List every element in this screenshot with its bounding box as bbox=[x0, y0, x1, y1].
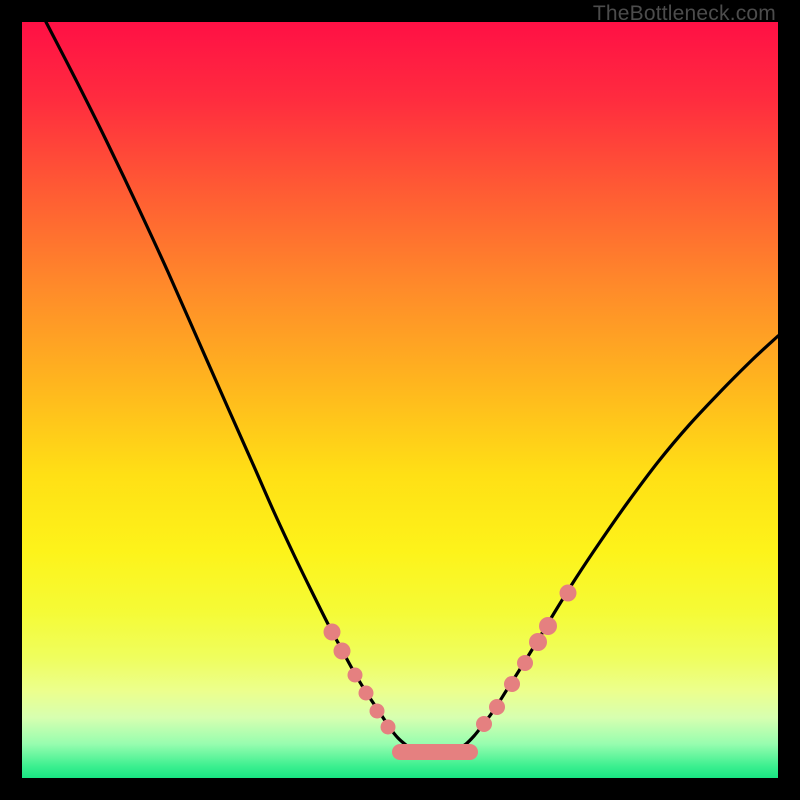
marker-point bbox=[334, 643, 351, 660]
marker-point bbox=[539, 617, 557, 635]
marker-point bbox=[560, 585, 577, 602]
watermark-text: TheBottleneck.com bbox=[593, 2, 776, 26]
curve-layer bbox=[22, 22, 778, 778]
marker-point bbox=[324, 624, 341, 641]
marker-point bbox=[381, 720, 396, 735]
chart-frame: TheBottleneck.com bbox=[0, 0, 800, 800]
marker-point bbox=[359, 686, 374, 701]
marker-point bbox=[529, 633, 547, 651]
marker-point bbox=[348, 668, 363, 683]
plot-area bbox=[22, 22, 778, 778]
bottleneck-curve bbox=[46, 22, 778, 753]
marker-point bbox=[504, 676, 520, 692]
marker-point bbox=[517, 655, 533, 671]
data-markers bbox=[324, 585, 577, 753]
marker-point bbox=[370, 704, 385, 719]
marker-point bbox=[489, 699, 505, 715]
marker-point bbox=[476, 716, 492, 732]
